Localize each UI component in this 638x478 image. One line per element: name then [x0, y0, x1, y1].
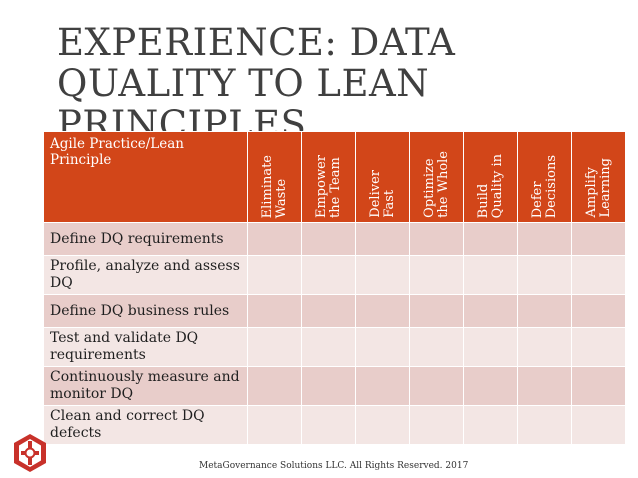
table-cell [517, 327, 572, 367]
table-cell [409, 405, 464, 445]
column-header-deliver-fast: Deliver Fast [355, 131, 410, 223]
column-label: Defer Decisions [529, 154, 559, 218]
table-cell [355, 327, 410, 367]
table-cell [463, 222, 518, 256]
table-cell [355, 222, 410, 256]
table-cell [517, 405, 572, 445]
table-row: Continuously measure and monitor DQ [43, 366, 626, 406]
table-cell [409, 294, 464, 328]
row-label: Define DQ business rules [43, 294, 248, 328]
table-cell [301, 405, 356, 445]
column-header-amplify-learning: Amplify Learning [571, 131, 626, 223]
table-cell [247, 327, 302, 367]
table-cell [301, 222, 356, 256]
lean-principles-matrix: Agile Practice/Lean Principle Eliminate … [43, 131, 626, 445]
corner-header: Agile Practice/Lean Principle [43, 131, 248, 223]
table-cell [571, 366, 626, 406]
table-cell [571, 327, 626, 367]
table-cell [517, 366, 572, 406]
table-cell [409, 255, 464, 295]
table-row: Test and validate DQ requirements [43, 327, 626, 367]
table-cell [463, 366, 518, 406]
column-label: Empower the Team [313, 154, 343, 218]
table-row: Profile, analyze and assess DQ [43, 255, 626, 295]
column-header-eliminate-waste: Eliminate Waste [247, 131, 302, 223]
table-cell [571, 255, 626, 295]
table-cell [355, 405, 410, 445]
row-label: Continuously measure and monitor DQ [43, 366, 248, 406]
row-label: Define DQ requirements [43, 222, 248, 256]
table-cell [463, 405, 518, 445]
column-label: Amplify Learning [583, 158, 613, 218]
table-cell [355, 294, 410, 328]
table-cell [571, 405, 626, 445]
column-label: Optimize the Whole [421, 151, 451, 218]
copyright-footer: MetaGovernance Solutions LLC. All Rights… [199, 461, 469, 471]
table-cell [463, 327, 518, 367]
table-cell [517, 222, 572, 256]
table-cell [247, 255, 302, 295]
column-header-optimize-whole: Optimize the Whole [409, 131, 464, 223]
column-header-empower-team: Empower the Team [301, 131, 356, 223]
table-cell [301, 294, 356, 328]
row-label: Test and validate DQ requirements [43, 327, 248, 367]
column-label: Deliver Fast [367, 170, 397, 218]
table-cell [355, 255, 410, 295]
table-cell [517, 255, 572, 295]
table-cell [355, 366, 410, 406]
table-cell [247, 366, 302, 406]
metagovernance-logo-icon [14, 434, 46, 472]
table-cell [571, 294, 626, 328]
table-cell [571, 222, 626, 256]
table-cell [247, 294, 302, 328]
table-cell [463, 294, 518, 328]
row-label: Clean and correct DQ defects [43, 405, 248, 445]
table-row: Define DQ business rules [43, 294, 626, 328]
table-cell [247, 222, 302, 256]
table-cell [409, 222, 464, 256]
table-cell [409, 366, 464, 406]
table-cell [301, 366, 356, 406]
column-header-build-quality: Build Quality in [463, 131, 518, 223]
column-label: Eliminate Waste [259, 154, 289, 218]
table-cell [247, 405, 302, 445]
slide-title: EXPERIENCE: DATA QUALITY TO LEAN PRINCIP… [57, 21, 456, 146]
matrix-header-row: Agile Practice/Lean Principle Eliminate … [43, 131, 626, 223]
table-cell [463, 255, 518, 295]
row-label: Profile, analyze and assess DQ [43, 255, 248, 295]
table-cell [409, 327, 464, 367]
table-cell [517, 294, 572, 328]
table-cell [301, 327, 356, 367]
table-cell [301, 255, 356, 295]
table-row: Clean and correct DQ defects [43, 405, 626, 445]
column-label: Build Quality in [475, 153, 505, 218]
column-header-defer-decisions: Defer Decisions [517, 131, 572, 223]
table-row: Define DQ requirements [43, 222, 626, 256]
